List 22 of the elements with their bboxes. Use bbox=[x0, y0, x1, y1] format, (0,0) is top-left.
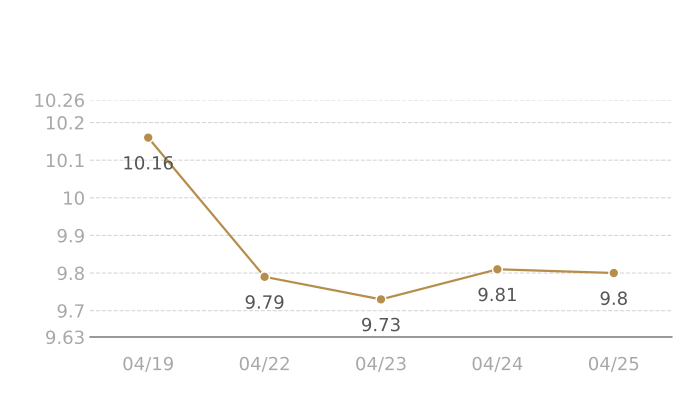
y-tick-label: 10 bbox=[64, 191, 84, 205]
x-tick-label: 04/24 bbox=[472, 356, 522, 372]
point bbox=[142, 132, 154, 144]
data-label: 9.81 bbox=[478, 288, 516, 302]
y-tick-label: 9.7 bbox=[58, 304, 84, 318]
y-tick-label: 10.1 bbox=[46, 154, 84, 168]
y-tick-label: 9.8 bbox=[58, 266, 84, 280]
data-label: 9.73 bbox=[362, 318, 400, 332]
point bbox=[259, 271, 270, 282]
point bbox=[492, 264, 503, 275]
x-tick-label: 04/25 bbox=[588, 356, 638, 372]
y-tick-label: 10.2 bbox=[46, 116, 84, 130]
y-tick-label: 10.26 bbox=[35, 93, 84, 108]
data-label: 9.79 bbox=[246, 295, 284, 309]
point bbox=[608, 267, 620, 279]
y-tick-label: 9.63 bbox=[46, 330, 84, 344]
x-tick-label: 04/19 bbox=[123, 356, 173, 372]
x-tick-label: 04/22 bbox=[240, 356, 289, 372]
x-tick-label: 04/23 bbox=[356, 356, 406, 372]
data-label: 9.8 bbox=[600, 291, 627, 306]
point bbox=[375, 294, 387, 305]
y-tick-label: 9.9 bbox=[58, 228, 84, 243]
